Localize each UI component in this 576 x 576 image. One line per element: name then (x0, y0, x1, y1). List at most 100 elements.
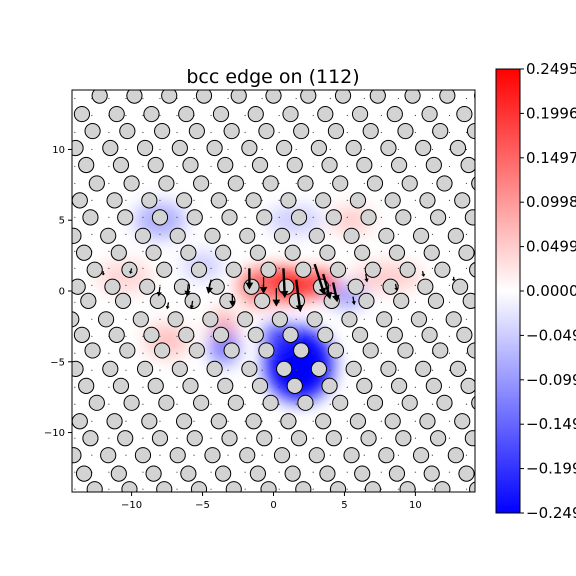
atom (178, 326, 195, 343)
quiver-dot (227, 318, 229, 320)
quiver-dot (278, 437, 280, 439)
atom (321, 377, 338, 394)
quiver-dot (380, 488, 382, 490)
displacement-arrow (259, 276, 268, 294)
arrow-head (280, 290, 289, 299)
arrow-head (165, 305, 170, 310)
quiver-dot (312, 352, 314, 354)
atom (215, 244, 232, 261)
plot-area: −10 −5 0 5 10 10 5 0 −5 −10 (44, 89, 476, 511)
atom (108, 105, 125, 123)
atom (384, 413, 401, 430)
quiver-dot (244, 131, 246, 134)
quiver-dot (142, 250, 144, 252)
atom (176, 192, 193, 209)
quiver-dot (74, 386, 76, 388)
quiver-dot (414, 199, 417, 202)
atom (380, 139, 397, 157)
quiver-dot (227, 369, 229, 371)
displacement-arrow (295, 279, 304, 313)
quiver-dot (414, 250, 417, 252)
quiver-dot (397, 148, 399, 151)
quiver-dot (363, 284, 365, 286)
arrow-shaft (322, 273, 330, 295)
atom (108, 326, 125, 343)
atom (308, 447, 325, 464)
quiver-dot (448, 420, 451, 422)
x-tick-label: 5 (341, 500, 347, 511)
quiver-dot (227, 148, 229, 151)
quiver-dot (159, 199, 161, 202)
quiver-dot (74, 250, 76, 252)
quiver-dot (210, 352, 212, 354)
quiver-dot (159, 335, 161, 337)
atom (212, 326, 230, 343)
atom (247, 326, 264, 343)
arrow-shaft (130, 268, 133, 273)
atom (72, 192, 88, 209)
atom (458, 244, 475, 261)
quiver-dot (176, 488, 178, 490)
displacement-arrow (128, 268, 133, 275)
quiver-dot (465, 403, 468, 405)
displacement-arrow (331, 282, 340, 303)
quiver-dot (414, 301, 417, 303)
quiver-dot (397, 233, 399, 235)
quiver-dot (363, 488, 365, 490)
atom (452, 278, 469, 295)
quiver-dot (295, 403, 297, 405)
colorbar-ticks: 0.2495 0.1996 0.1497 0.0998 0.0499 0.0000 −0.0… (520, 60, 576, 522)
atom (132, 311, 149, 328)
atom (351, 326, 369, 343)
quiver-dot (244, 471, 246, 473)
atom (227, 175, 244, 192)
arrow-shaft (158, 286, 161, 294)
atom (327, 342, 345, 359)
quiver-dot (108, 267, 110, 269)
quiver-dot (363, 148, 365, 151)
atom (154, 122, 171, 140)
quiver-dot (278, 199, 280, 202)
quiver-dot (414, 437, 417, 439)
atom (123, 394, 140, 411)
quiver-dot (312, 420, 314, 422)
quiver-dot (380, 352, 382, 354)
quiver-dot (414, 284, 417, 286)
quiver-dot (227, 454, 229, 456)
atom (386, 105, 403, 123)
atom (364, 261, 381, 278)
displacement-arrow (394, 283, 399, 291)
atom (417, 278, 434, 295)
quiver-dot (210, 471, 212, 473)
quiver-dot (414, 352, 417, 354)
atom (401, 175, 418, 192)
atom (204, 447, 221, 464)
atom (182, 377, 199, 394)
quiver-dot (346, 301, 348, 303)
atom (158, 175, 175, 192)
quiver-dot (346, 199, 348, 202)
quiver-dot (465, 318, 468, 320)
quiver-dot (176, 471, 178, 473)
atom (260, 261, 277, 278)
quiver-dot (227, 233, 229, 235)
quiver-dot (465, 233, 468, 235)
quiver-dot (244, 216, 246, 218)
x-tick-label: 0 (270, 500, 276, 511)
quiver-dot (125, 284, 127, 286)
quiver-dot (431, 318, 434, 320)
atom (421, 105, 438, 123)
quiver-dot (448, 250, 451, 252)
atom (86, 261, 103, 278)
atom (306, 311, 323, 328)
quiver-dot (380, 437, 382, 439)
quiver-dot (465, 454, 468, 456)
atom (469, 261, 475, 278)
atom (215, 465, 232, 482)
atom (158, 394, 175, 411)
quiver-dot (210, 335, 212, 337)
quiver-dot (125, 148, 127, 151)
quiver-dot (448, 216, 451, 218)
atom (410, 311, 428, 328)
arrow-shaft (191, 300, 194, 307)
